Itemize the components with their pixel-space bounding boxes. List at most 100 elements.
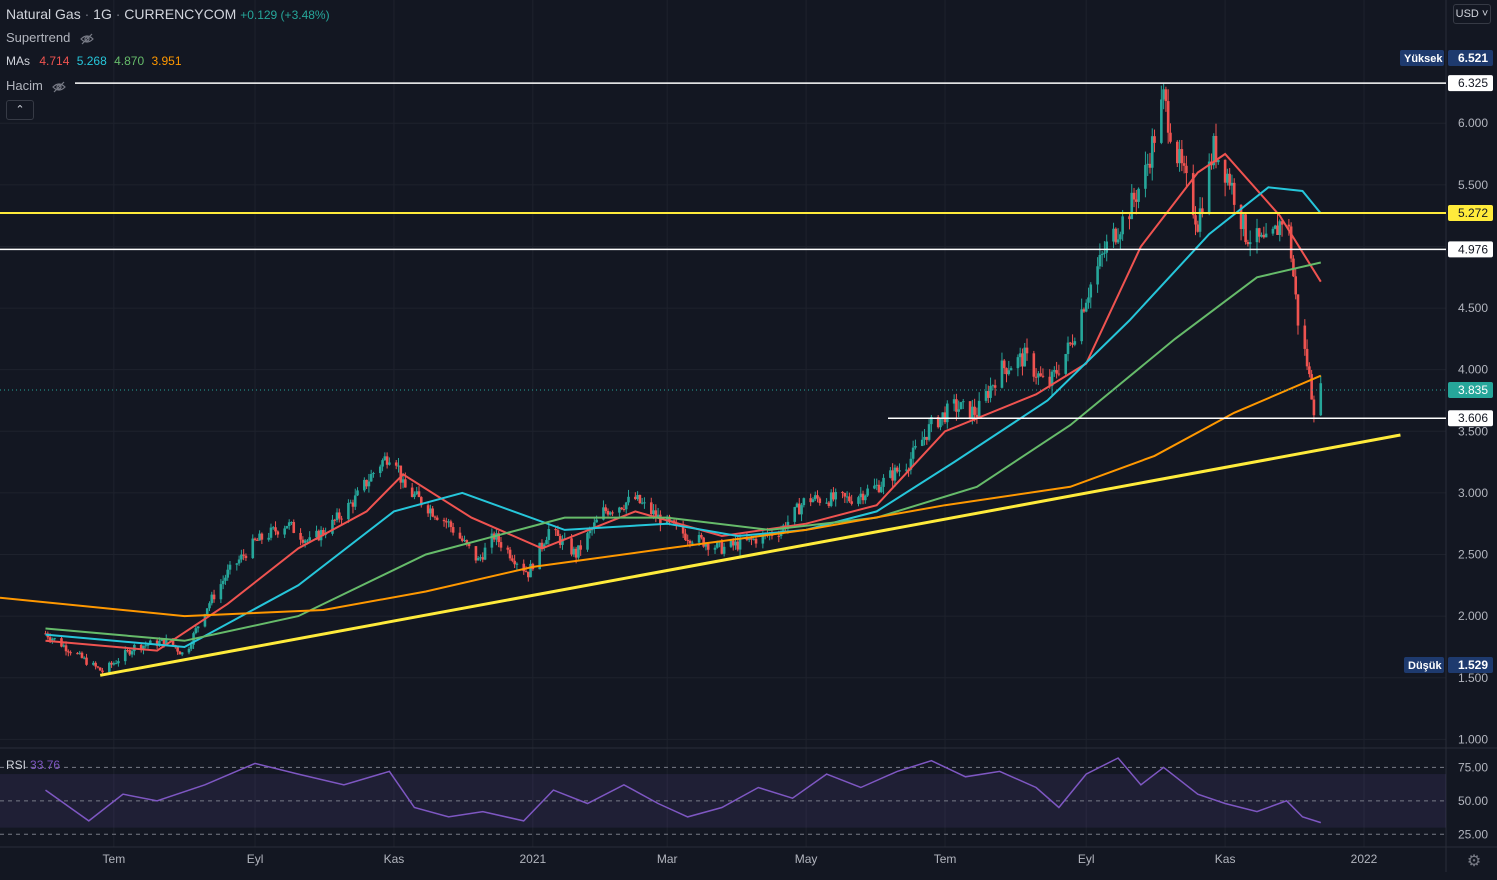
rsi-legend[interactable]: RSI 33.76 — [6, 758, 60, 772]
y-tick-label: 1.000 — [1458, 732, 1488, 746]
currency-select[interactable]: USD ˅ — [1453, 4, 1491, 24]
candle-body — [76, 653, 79, 655]
candle-body — [1144, 164, 1147, 189]
candle-body — [401, 479, 405, 483]
interval[interactable]: 1G — [93, 6, 112, 22]
hidden-eye-icon[interactable] — [80, 33, 94, 45]
candle-body — [761, 533, 765, 544]
candle-body — [1073, 341, 1077, 345]
candle-body — [905, 469, 908, 471]
candle-body — [1064, 354, 1068, 374]
candle-body — [404, 479, 407, 488]
candle-body — [1000, 360, 1004, 388]
candle-body — [936, 417, 940, 428]
gear-icon[interactable]: ⚙ — [1466, 853, 1482, 870]
candle-body — [1257, 228, 1261, 237]
candle-body — [811, 499, 815, 503]
candle-body — [415, 491, 419, 495]
candle-body — [602, 507, 605, 520]
candle-body — [128, 650, 132, 655]
candle-body — [1082, 309, 1086, 312]
candle-body — [205, 608, 209, 615]
candle-body — [221, 580, 225, 585]
candle-body — [911, 447, 915, 459]
candle-body — [101, 670, 104, 673]
candle-body — [706, 543, 710, 550]
candle-body — [1135, 199, 1138, 202]
candle-body — [793, 507, 797, 522]
candle-body — [449, 521, 453, 528]
x-tick-label: Mar — [657, 852, 678, 866]
supertrend-legend[interactable]: Supertrend — [6, 30, 94, 45]
mas-legend[interactable]: MAs 4.714 5.268 4.870 3.951 — [6, 54, 182, 68]
candle-body — [155, 640, 159, 646]
candle-body — [538, 542, 541, 570]
level-tag: 6.325 — [1458, 76, 1488, 90]
candle-body — [1105, 241, 1109, 253]
candle-body — [636, 494, 639, 500]
candle-body — [224, 577, 227, 581]
candle-body — [1169, 132, 1172, 142]
hidden-eye-icon[interactable] — [52, 81, 67, 93]
volume-legend[interactable]: Hacim — [6, 78, 67, 93]
candle-body — [595, 519, 598, 523]
candle-body — [82, 657, 86, 659]
candle-body — [1087, 297, 1090, 303]
candle-body — [383, 456, 387, 461]
candle-body — [110, 662, 113, 665]
candle-body — [67, 651, 70, 653]
candle-body — [627, 496, 630, 503]
candle-body — [1098, 254, 1102, 267]
candle-body — [927, 424, 931, 440]
candle-body — [48, 637, 52, 641]
candle-body — [1214, 135, 1218, 163]
candle-body — [649, 502, 653, 515]
candle-body — [508, 549, 512, 559]
moving-average-line-4 — [0, 374, 1322, 618]
candle-body — [139, 644, 143, 650]
candle-body — [1084, 302, 1088, 312]
candle-body — [1276, 225, 1279, 236]
candle-body — [276, 531, 280, 535]
candle-body — [479, 557, 482, 559]
candle-body — [957, 409, 960, 412]
candle-body — [126, 650, 129, 652]
candle-body — [98, 667, 102, 671]
candle-body — [845, 496, 849, 498]
candle-body — [1319, 383, 1323, 416]
candle-body — [809, 498, 812, 503]
candle-body — [955, 399, 958, 412]
candle-body — [834, 491, 838, 500]
candle-body — [260, 533, 264, 540]
high-label: Yüksek — [1404, 53, 1443, 65]
candle-body — [1066, 342, 1070, 355]
candle-body — [754, 538, 758, 544]
candle-body — [397, 465, 400, 467]
candle-body — [975, 414, 979, 418]
candle-body — [317, 530, 321, 541]
collapse-legend-button[interactable]: ⌃ — [6, 100, 34, 120]
candle-body — [857, 497, 860, 504]
candle-body — [322, 530, 325, 535]
candle-body — [363, 479, 366, 491]
candle-body — [1160, 99, 1163, 143]
candle-body — [722, 546, 726, 554]
candle-body — [413, 494, 416, 497]
level-tag-bg — [1448, 241, 1493, 258]
candle-body — [577, 545, 580, 558]
candle-body — [442, 519, 446, 522]
candle-body — [697, 534, 701, 543]
candle-body — [92, 662, 95, 665]
candle-body — [349, 502, 352, 504]
candle-body — [476, 557, 480, 561]
candle-body — [684, 533, 687, 540]
candle-body — [1032, 353, 1036, 377]
candle-body — [417, 491, 421, 498]
candle-body — [640, 502, 644, 504]
volume-label: Hacim — [6, 78, 43, 93]
candle-body — [335, 512, 339, 521]
candle-body — [506, 547, 510, 550]
candle-body — [481, 557, 485, 560]
candle-body — [624, 502, 628, 510]
